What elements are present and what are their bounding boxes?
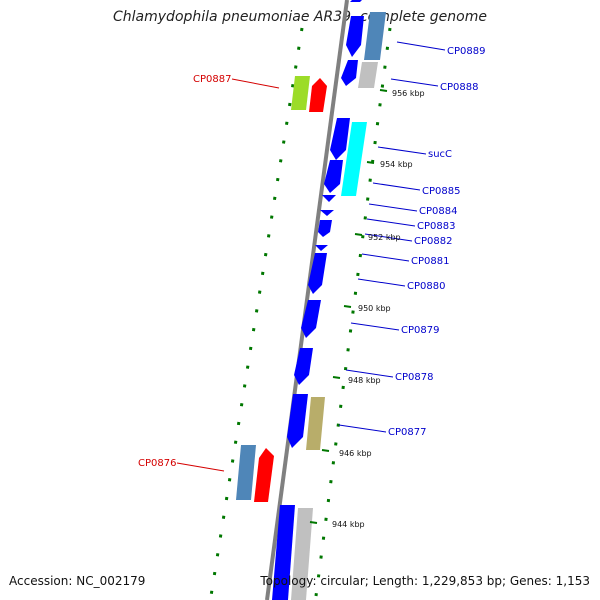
inner-tick-rail [314, 27, 392, 597]
gene-cp0884-arrow [322, 195, 336, 202]
gene-cp0882-arrow [318, 220, 332, 237]
leader-cp0876 [176, 462, 225, 472]
label-cp0889: CP0889 [447, 46, 485, 57]
gene-cp0879-arrow [301, 300, 321, 338]
label-cp0887: CP0887 [193, 74, 231, 85]
gene-succ-box [341, 122, 367, 196]
gene-cp0877-arrow [287, 394, 308, 448]
gene-cp0876-arrow-red [254, 448, 274, 502]
kbp-label-946: 946 kbp [339, 449, 372, 458]
accession-text: Accession: NC_002179 [9, 574, 146, 588]
kbp-tick-946 [321, 449, 330, 452]
kbp-label-952: 952 kbp [368, 233, 401, 242]
gene-cp0885-arrow [324, 160, 343, 193]
leader-cp0887 [231, 78, 280, 89]
label-cp0884: CP0884 [419, 206, 457, 217]
genome-info-text: Topology: circular; Length: 1,229,853 bp… [260, 574, 590, 588]
kbp-label-950: 950 kbp [358, 304, 391, 313]
leader-cp0884 [368, 203, 418, 212]
kbp-tick-952 [354, 233, 363, 236]
map-title: Chlamydophila pneumoniae AR39, complete … [113, 9, 487, 25]
label-cp0883: CP0883 [417, 221, 455, 232]
kbp-tick-944 [309, 521, 318, 524]
kbp-tick-950 [343, 305, 352, 308]
gene-bottom-arrow [272, 505, 295, 600]
leader-cp0889 [396, 41, 446, 51]
label-cp0877: CP0877 [388, 427, 426, 438]
gene-cp0889-box [364, 12, 386, 60]
gene-cp0889-arrow [346, 16, 364, 57]
kbp-label-954: 954 kbp [380, 160, 413, 169]
label-cp0878: CP0878 [395, 372, 433, 383]
leader-cp0881 [361, 253, 410, 262]
gene-cp0888-box [358, 62, 378, 88]
leader-cp0882 [364, 233, 413, 242]
kbp-tick-956 [379, 89, 388, 92]
leader-cp0878 [345, 369, 394, 378]
gene-glyphs [236, 0, 386, 600]
label-cp0879: CP0879 [401, 325, 439, 336]
kbp-tick-954 [366, 161, 375, 164]
leader-lines [176, 41, 446, 472]
gene-cp0883-arrow [320, 210, 334, 216]
gene-cp0887-box-green [291, 76, 310, 110]
gene-cp0876-box-steel [236, 445, 256, 500]
gene-cp0881-arrow [315, 245, 328, 251]
kbp-label-944: 944 kbp [332, 520, 365, 529]
genome-backbone [265, 0, 349, 600]
label-cp0882: CP0882 [414, 236, 452, 247]
kbp-label-956: 956 kbp [392, 89, 425, 98]
gene-cp0887-arrow-red [309, 78, 327, 112]
label-cp0876: CP0876 [138, 458, 176, 469]
gene-arrow-top [350, 0, 362, 2]
leader-cp0885 [372, 182, 421, 191]
label-cp0888: CP0888 [440, 82, 478, 93]
gene-cp0880-arrow [308, 253, 327, 294]
leader-cp0883 [366, 218, 416, 227]
outer-tick-rail [209, 27, 304, 597]
leader-cp0888 [390, 78, 439, 87]
label-cp0885: CP0885 [422, 186, 460, 197]
gene-bottom-box [291, 508, 313, 600]
gene-cp0877-box [306, 397, 325, 450]
leader-cp0877 [338, 424, 387, 433]
gene-cp0878-arrow [294, 348, 313, 385]
label-cp0880: CP0880 [407, 281, 445, 292]
gene-labels: CP0889 CP0888 CP0887 sucC CP0885 CP0884 … [138, 46, 485, 469]
leader-succ [377, 146, 427, 155]
gene-cp0888-arrow [341, 60, 358, 86]
kbp-labels: 956 kbp 954 kbp 952 kbp 950 kbp 948 kbp … [309, 89, 425, 529]
leader-cp0879 [350, 322, 400, 331]
gene-succ-arrow [330, 118, 350, 160]
kbp-label-948: 948 kbp [348, 376, 381, 385]
label-cp0881: CP0881 [411, 256, 449, 267]
leader-cp0880 [357, 278, 406, 287]
label-succ: sucC [428, 149, 452, 160]
kbp-tick-948 [332, 376, 341, 379]
